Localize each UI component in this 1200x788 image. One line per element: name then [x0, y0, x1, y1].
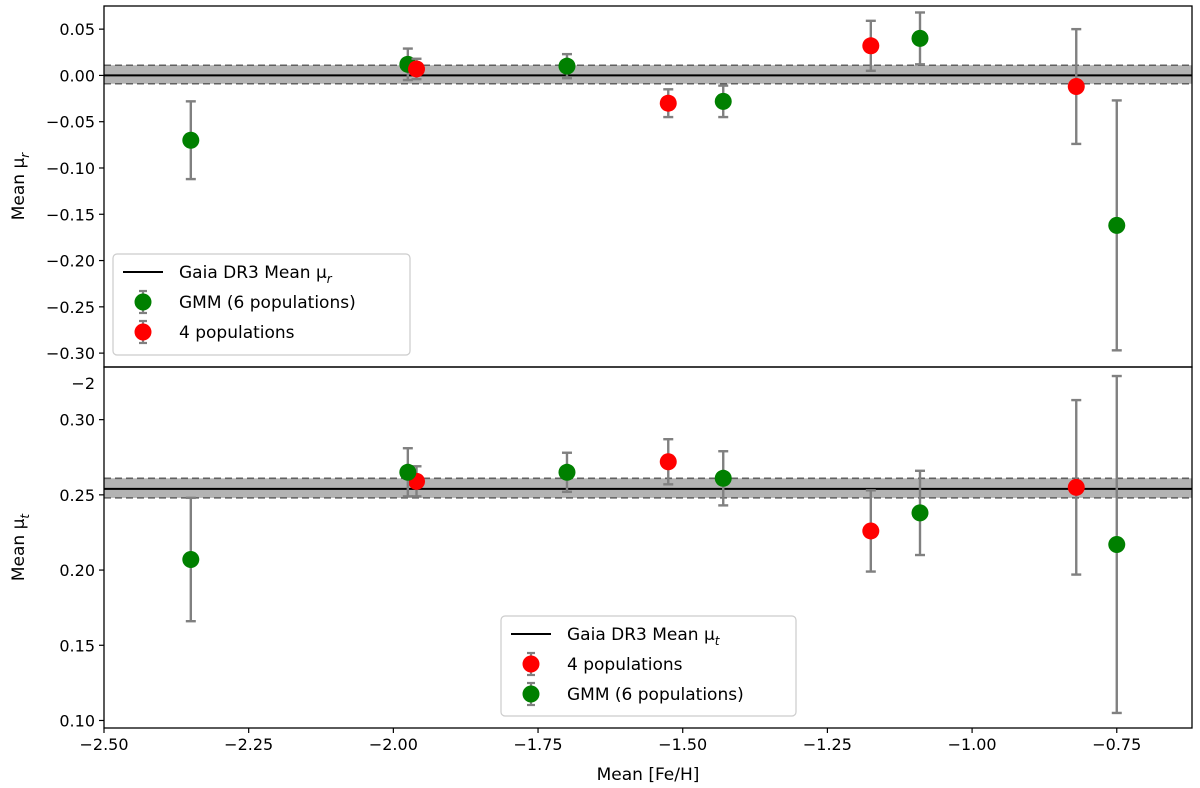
- data-point: [1067, 78, 1085, 96]
- y-tick-label: 0.15: [59, 636, 95, 655]
- legend-box: [112, 253, 411, 356]
- legend-label-reference-text: Gaia DR3 Mean μ: [567, 625, 715, 645]
- data-point: [714, 469, 732, 487]
- legend-box: [500, 615, 797, 717]
- data-point: [1067, 478, 1085, 496]
- x-tick-label: −1.00: [948, 735, 997, 754]
- legend-label-reference-text: Gaia DR3 Mean μ: [179, 263, 327, 283]
- y-axis-label-text: Mean μ: [9, 158, 29, 221]
- legend-point-marker: [522, 655, 540, 673]
- series-4-populations: [408, 19, 1085, 146]
- legend-point-marker: [522, 685, 540, 703]
- data-point: [659, 94, 677, 112]
- data-point: [182, 551, 200, 569]
- series-gmm-6-populations: [182, 374, 1126, 715]
- data-point: [1108, 535, 1126, 553]
- data-point: [911, 29, 929, 47]
- legend-label-series: 4 populations: [567, 655, 683, 675]
- legend-label-reference-subscript: t: [715, 634, 721, 648]
- legend-label-series: GMM (6 populations): [179, 293, 356, 313]
- x-tick-label: −2.25: [224, 735, 273, 754]
- y-tick-label: 0.25: [59, 486, 95, 505]
- legend-point-marker: [134, 293, 152, 311]
- y-tick-label: 0.10: [59, 711, 95, 730]
- y-tick-label: −0.30: [46, 344, 95, 363]
- legend-label-series: 4 populations: [179, 323, 295, 343]
- y-tick-label: −0.25: [46, 298, 95, 317]
- y-axis-label: Mean μt: [9, 513, 32, 582]
- y-tick-label: 0.05: [59, 20, 95, 39]
- legend: Gaia DR3 Mean μr GMM (6 populations) 4 pop…: [112, 253, 411, 356]
- stray-tick-label: −2: [71, 374, 95, 393]
- legend-point-marker: [134, 323, 152, 341]
- data-point: [399, 463, 417, 481]
- legend: Gaia DR3 Mean μt 4 populations GMM (6 popu…: [500, 615, 797, 717]
- x-tick-label: −1.50: [658, 735, 707, 754]
- x-tick-label: −2.50: [79, 735, 128, 754]
- data-point: [714, 92, 732, 110]
- y-tick-label: −0.05: [46, 113, 95, 132]
- x-tick-label: −0.75: [1092, 735, 1141, 754]
- data-point: [182, 131, 200, 149]
- legend-label-series: GMM (6 populations): [567, 685, 744, 705]
- y-axis-label-subscript: t: [18, 513, 32, 519]
- data-point: [911, 504, 929, 522]
- legend-label-reference-subscript: r: [327, 272, 333, 286]
- y-tick-label: 0.20: [59, 561, 95, 580]
- y-tick-label: 0.00: [59, 66, 95, 85]
- y-axis-label-subscript: r: [18, 152, 32, 158]
- x-tick-label: −1.75: [514, 735, 563, 754]
- data-point: [659, 453, 677, 471]
- y-tick-label: 0.30: [59, 411, 95, 430]
- series-gmm-6-populations: [182, 11, 1126, 352]
- y-tick-label: −0.10: [46, 159, 95, 178]
- series-4-populations: [408, 398, 1085, 576]
- data-point: [862, 37, 880, 55]
- data-point: [408, 60, 426, 78]
- x-tick-label: −2.00: [369, 735, 418, 754]
- legend-label-reference: Gaia DR3 Mean μr: [179, 263, 333, 286]
- data-point: [862, 522, 880, 540]
- legend-label-reference: Gaia DR3 Mean μt: [567, 625, 721, 648]
- data-point: [558, 463, 576, 481]
- x-axis-label: Mean [Fe/H]: [597, 765, 700, 785]
- y-tick-label: −0.20: [46, 252, 95, 271]
- y-axis-label: Mean μr: [9, 152, 32, 221]
- y-axis-label-text: Mean μ: [9, 518, 29, 581]
- x-tick-label: −1.25: [803, 735, 852, 754]
- bottom-panel: 0.30 0.25 0.20 0.15 0.10 −2 −2.50 −2.25 −2.00 −1.…: [9, 366, 1193, 785]
- y-tick-label: −0.15: [46, 205, 95, 224]
- axes-frame: [103, 366, 1193, 729]
- data-point: [1108, 216, 1126, 234]
- data-point: [558, 57, 576, 75]
- top-panel: 0.05 0.00 −0.05 −0.10 −0.15 −0.20 −0.25 −0.30 Me…: [9, 5, 1193, 368]
